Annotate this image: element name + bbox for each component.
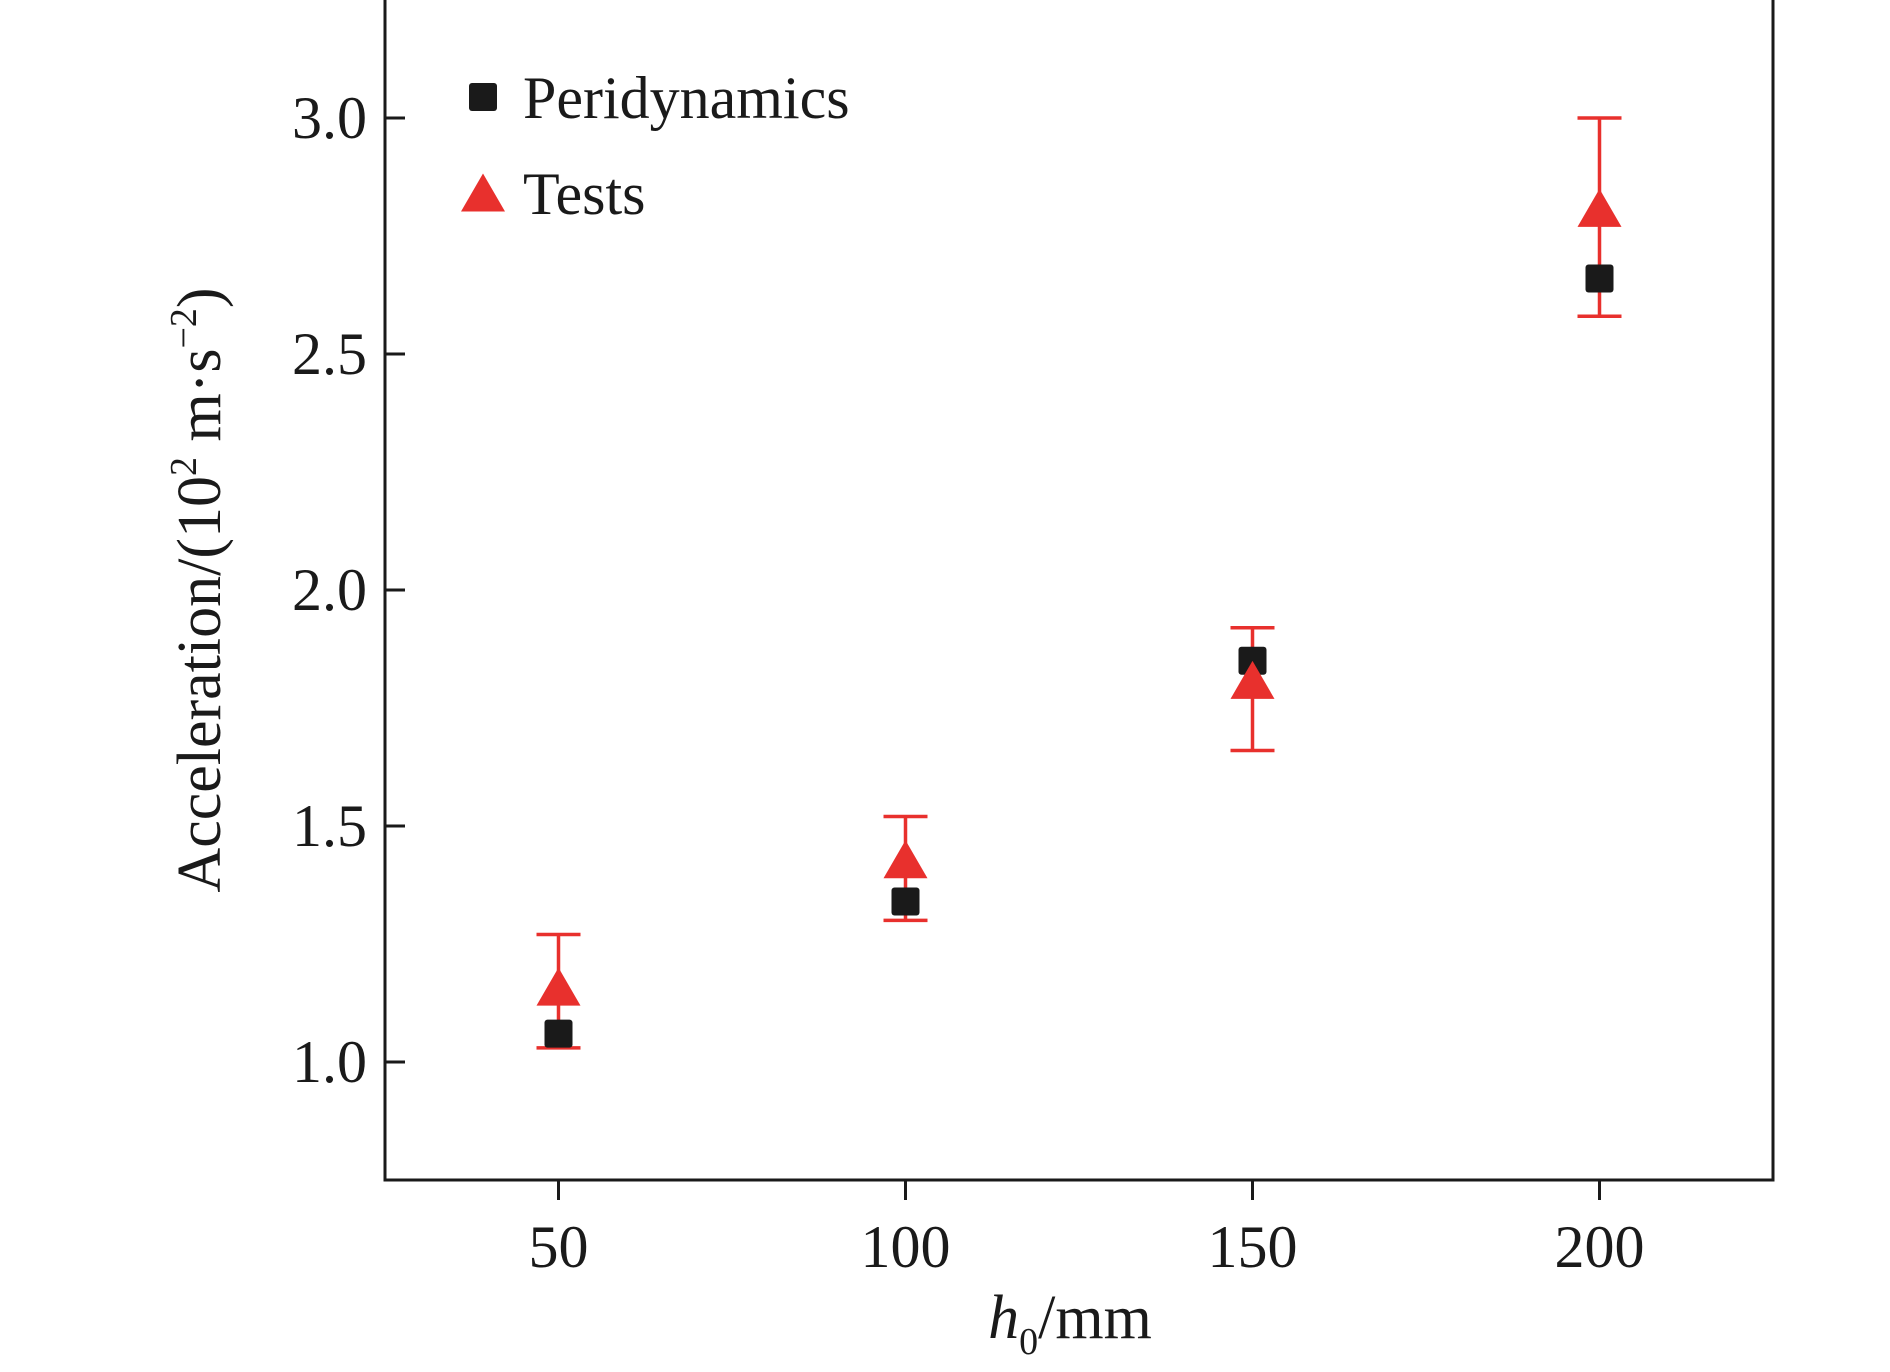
x-tick-label: 200 bbox=[1555, 1214, 1645, 1280]
legend-peridynamics-label: Peridynamics bbox=[523, 65, 850, 131]
legend-peridynamics-marker bbox=[469, 83, 497, 111]
peridynamics-point bbox=[1585, 264, 1614, 293]
peridynamics-point bbox=[891, 887, 920, 916]
x-axis-unit: /mm bbox=[1038, 1284, 1152, 1352]
plot-frame bbox=[383, 0, 1775, 1182]
tests-point bbox=[536, 967, 581, 1006]
marks-layer bbox=[536, 116, 1622, 1050]
peridynamics-point bbox=[544, 1019, 573, 1048]
legend: Peridynamics Tests bbox=[461, 65, 850, 227]
y-tick-label: 2.5 bbox=[292, 321, 367, 387]
peridynamics-point bbox=[1238, 646, 1267, 675]
tests-point bbox=[1230, 660, 1275, 699]
legend-tests-marker bbox=[461, 173, 505, 212]
tests-point bbox=[883, 840, 928, 879]
x-tick-label: 100 bbox=[861, 1214, 951, 1280]
y-axis-close: ) bbox=[166, 287, 234, 308]
x-tick-label: 50 bbox=[529, 1214, 589, 1280]
x-axis-variable: h bbox=[988, 1284, 1019, 1352]
y-axis-main: Acceleration/(10 bbox=[166, 476, 234, 893]
y-axis-unit: m·s bbox=[166, 349, 234, 458]
y-tick-label: 1.0 bbox=[292, 1029, 367, 1095]
plot-frame-layer bbox=[383, 0, 1775, 1182]
ticks-layer: 50 100 150 200 1.0 1.5 2.0 2.5 3.0 bbox=[292, 85, 1645, 1280]
y-axis-title: Acceleration/(102 m·s−2) bbox=[163, 287, 234, 892]
y-tick-label: 2.0 bbox=[292, 557, 367, 623]
x-axis-title: h0/mm bbox=[988, 1284, 1152, 1363]
x-axis-subscript: 0 bbox=[1019, 1321, 1038, 1363]
y-tick-label: 1.5 bbox=[292, 793, 367, 859]
y-tick-label: 3.0 bbox=[292, 85, 367, 151]
y-axis-exponent: 2 bbox=[163, 457, 205, 476]
y-axis-unit-exponent: −2 bbox=[163, 308, 205, 348]
x-tick-label: 150 bbox=[1208, 1214, 1298, 1280]
tests-point bbox=[1577, 188, 1622, 227]
legend-tests-label: Tests bbox=[523, 161, 645, 227]
